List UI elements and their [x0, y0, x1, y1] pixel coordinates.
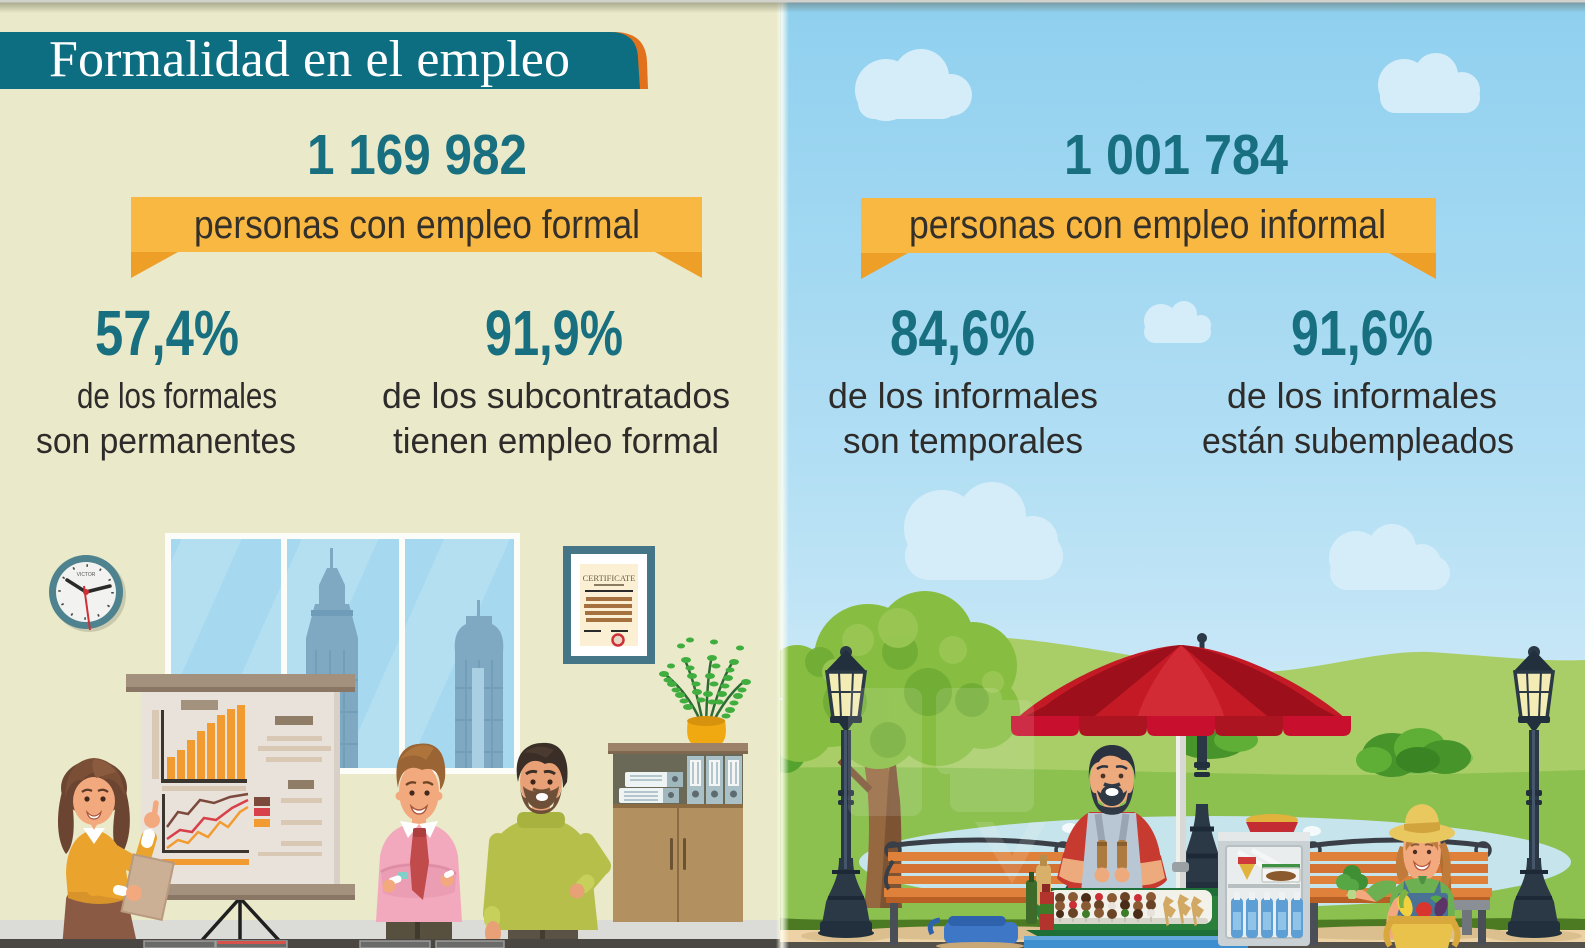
svg-text:91,6%: 91,6% [1291, 297, 1433, 369]
svg-text:57,4%: 57,4% [95, 297, 239, 369]
svg-text:personas con empleo informal: personas con empleo informal [909, 203, 1386, 247]
svg-text:de los informales: de los informales [1227, 375, 1497, 416]
svg-text:tienen empleo formal: tienen empleo formal [393, 420, 719, 461]
svg-text:91,9%: 91,9% [485, 297, 623, 369]
svg-text:1 001 784: 1 001 784 [1064, 123, 1288, 187]
svg-text:CERTIFICATE: CERTIFICATE [583, 573, 636, 583]
svg-text:personas con empleo formal: personas con empleo formal [194, 203, 640, 247]
svg-text:están subempleados: están subempleados [1202, 420, 1514, 461]
svg-text:84,6%: 84,6% [890, 297, 1035, 369]
svg-text:son temporales: son temporales [843, 420, 1083, 461]
svg-text:de los subcontratados: de los subcontratados [382, 375, 730, 416]
svg-text:son permanentes: son permanentes [36, 420, 296, 461]
svg-text:de los formales: de los formales [77, 375, 277, 416]
svg-text:VICTOR: VICTOR [77, 572, 96, 578]
svg-text:1 169 982: 1 169 982 [307, 123, 527, 187]
svg-text:de los informales: de los informales [828, 375, 1098, 416]
svg-text:Formalidad en el empleo: Formalidad en el empleo [49, 31, 570, 88]
